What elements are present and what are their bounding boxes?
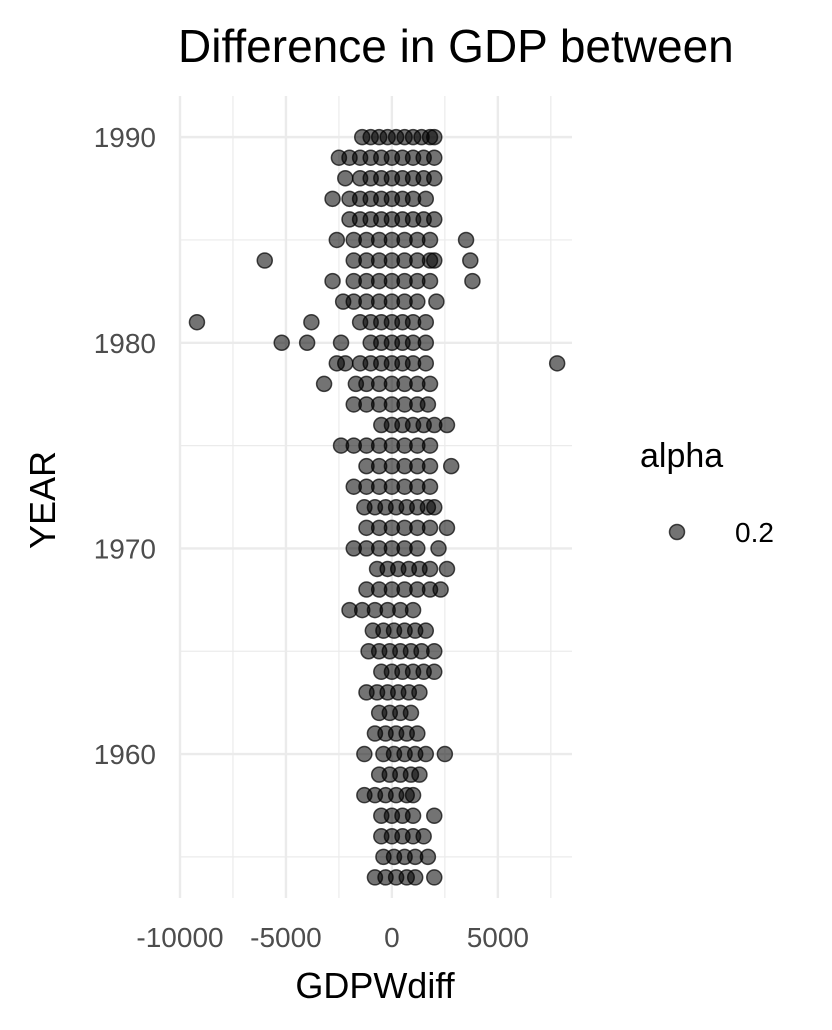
- data-point: [442, 457, 460, 475]
- data-point: [426, 499, 443, 516]
- data-point: [417, 313, 435, 331]
- legend-label: 0.2: [735, 517, 774, 548]
- data-point: [438, 416, 456, 434]
- data-point: [303, 313, 320, 331]
- data-point: [548, 355, 566, 372]
- data-point: [324, 190, 341, 208]
- data-point: [457, 231, 475, 249]
- data-point: [417, 355, 435, 372]
- data-point: [426, 149, 443, 166]
- data-point: [409, 725, 426, 742]
- x-tick-label: -5000: [250, 922, 322, 953]
- data-point: [426, 252, 443, 269]
- data-point: [421, 272, 439, 290]
- data-point: [426, 170, 443, 187]
- data-point: [402, 704, 420, 722]
- data-point: [417, 334, 435, 352]
- y-tick-label: 1960: [94, 739, 156, 770]
- data-point: [417, 622, 435, 639]
- data-point: [324, 272, 341, 290]
- x-tick-label: -10000: [136, 922, 223, 953]
- legend-key-point: [668, 523, 686, 541]
- x-tick-label: 0: [384, 922, 400, 953]
- x-axis-tick-labels: -10000 -5000 0 5000: [136, 922, 529, 953]
- data-point: [419, 396, 437, 413]
- data-point: [188, 313, 206, 331]
- data-point: [356, 745, 373, 763]
- y-axis-tick-labels: 1960 1970 1980 1990: [94, 122, 156, 770]
- data-point: [426, 869, 443, 886]
- y-tick-label: 1970: [94, 533, 156, 564]
- data-point: [417, 745, 435, 763]
- data-point: [421, 231, 439, 249]
- data-point: [404, 786, 422, 804]
- x-tick-label: 5000: [467, 922, 529, 953]
- chart-title: Difference in GDP between: [178, 20, 734, 72]
- data-point: [426, 807, 443, 824]
- data-point: [421, 375, 439, 393]
- y-tick-label: 1980: [94, 328, 156, 359]
- data-point: [406, 869, 424, 886]
- data-point: [426, 663, 443, 681]
- data-point: [273, 334, 290, 352]
- data-point: [404, 807, 422, 824]
- x-axis-label: GDPWdiff: [295, 965, 455, 1006]
- data-point: [438, 560, 456, 578]
- data-point: [436, 745, 454, 763]
- data-point: [421, 519, 439, 537]
- data-point: [315, 375, 333, 393]
- data-point: [337, 355, 354, 372]
- data-point: [432, 581, 449, 598]
- data-point: [256, 252, 274, 269]
- legend: alpha 0.2: [640, 437, 774, 548]
- legend-title: alpha: [640, 437, 723, 475]
- data-point: [411, 684, 428, 701]
- data-points: [188, 128, 566, 886]
- data-point: [409, 293, 426, 310]
- grid-minor: [180, 96, 572, 898]
- data-point: [462, 252, 479, 269]
- data-point: [328, 231, 346, 249]
- data-point: [426, 128, 443, 146]
- data-point: [421, 457, 439, 475]
- data-point: [419, 848, 437, 866]
- data-point: [411, 766, 428, 783]
- data-point: [464, 272, 481, 290]
- y-axis-label: YEAR: [22, 451, 63, 549]
- y-tick-label: 1990: [94, 122, 156, 153]
- data-point: [428, 293, 445, 310]
- data-point: [421, 560, 439, 578]
- data-point: [426, 211, 443, 228]
- data-point: [417, 190, 435, 208]
- data-point: [438, 519, 456, 537]
- data-point: [337, 170, 354, 187]
- data-point: [426, 642, 443, 660]
- data-point: [332, 334, 350, 352]
- data-point: [298, 334, 316, 352]
- data-point: [415, 828, 432, 845]
- data-point: [404, 601, 422, 619]
- data-point: [430, 540, 447, 557]
- data-point: [421, 437, 439, 454]
- data-point: [421, 478, 439, 495]
- data-point: [409, 540, 426, 557]
